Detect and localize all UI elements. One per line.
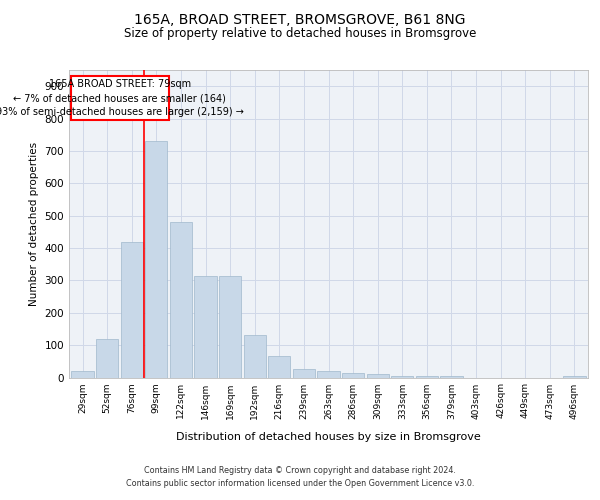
Bar: [96, 338, 118, 378]
Bar: [342, 372, 364, 378]
Bar: [563, 376, 586, 378]
Bar: [293, 370, 315, 378]
Bar: [268, 356, 290, 378]
Bar: [317, 371, 340, 378]
Bar: [367, 374, 389, 378]
Bar: [440, 376, 463, 378]
Text: Size of property relative to detached houses in Bromsgrove: Size of property relative to detached ho…: [124, 28, 476, 40]
Bar: [219, 276, 241, 378]
Text: Distribution of detached houses by size in Bromsgrove: Distribution of detached houses by size …: [176, 432, 481, 442]
Bar: [145, 141, 167, 378]
Bar: [170, 222, 192, 378]
Bar: [121, 242, 143, 378]
Y-axis label: Number of detached properties: Number of detached properties: [29, 142, 39, 306]
Bar: [416, 376, 438, 378]
FancyBboxPatch shape: [71, 76, 169, 120]
Bar: [391, 376, 413, 378]
Text: 165A, BROAD STREET, BROMSGROVE, B61 8NG: 165A, BROAD STREET, BROMSGROVE, B61 8NG: [134, 12, 466, 26]
Text: 165A BROAD STREET: 79sqm
← 7% of detached houses are smaller (164)
93% of semi-d: 165A BROAD STREET: 79sqm ← 7% of detache…: [0, 80, 244, 118]
Bar: [194, 276, 217, 378]
Bar: [71, 371, 94, 378]
Bar: [244, 336, 266, 378]
Text: Contains HM Land Registry data © Crown copyright and database right 2024.
Contai: Contains HM Land Registry data © Crown c…: [126, 466, 474, 487]
